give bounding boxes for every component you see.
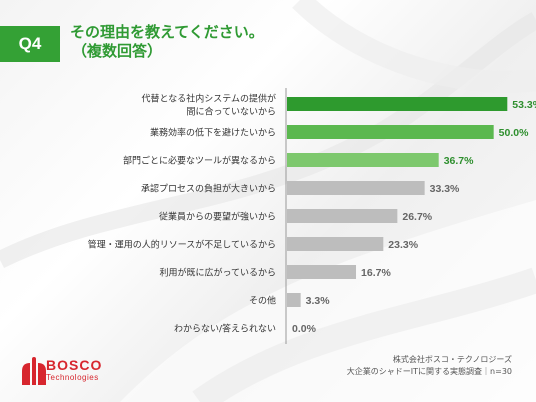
bar (287, 265, 357, 279)
data-label: 16.7% (361, 267, 391, 279)
source-note: 株式会社ボスコ・テクノロジーズ 大企業のシャドーITに関する実態調査｜n=30 (347, 354, 512, 378)
category-label: 代替となる社内システムの提供が (142, 93, 276, 105)
bar (287, 97, 508, 111)
question-tab: Q4 (0, 26, 60, 62)
category-label: 部門ごとに必要なツールが異なるから (123, 155, 276, 167)
data-label: 3.3% (306, 295, 331, 307)
bar (287, 209, 398, 223)
category-label: 業務効率の低下を避けたいから (150, 127, 276, 139)
bar (287, 125, 494, 139)
category-label: 従業員からの要望が強いから (159, 211, 276, 223)
source-survey: 大企業のシャドーITに関する実態調査｜n=30 (346, 367, 512, 376)
category-label: 管理・運用の人的リソースが不足しているから (88, 239, 276, 251)
title-sub: （複数回答） (72, 42, 163, 60)
data-label: 50.0% (499, 127, 529, 139)
logo-subtitle: Technologies (46, 373, 99, 382)
bar (287, 293, 301, 307)
source-company: 株式会社ボスコ・テクノロジーズ (392, 355, 512, 364)
data-label: 36.7% (444, 155, 474, 167)
bar (287, 153, 439, 167)
bosco-logo-icon (22, 357, 46, 385)
category-label: 間に合っていないから (186, 106, 276, 118)
category-label: わからない/答えられない (174, 323, 276, 335)
data-label: 33.3% (430, 183, 460, 195)
category-label: 利用が既に広がっているから (159, 267, 276, 279)
title-main: その理由を教えてください。 (70, 23, 264, 41)
data-label: 0.0% (292, 323, 317, 335)
data-label: 53.3% (512, 99, 536, 111)
bar (287, 181, 425, 195)
bar (287, 237, 384, 251)
category-label: 承認プロセスの負担が大きいから (141, 183, 276, 195)
data-label: 26.7% (402, 211, 432, 223)
category-label: その他 (249, 295, 276, 307)
page-title: その理由を教えてください。 （複数回答） (70, 23, 264, 61)
data-label: 23.3% (388, 239, 418, 251)
logo-name: BOSCO (46, 357, 103, 373)
